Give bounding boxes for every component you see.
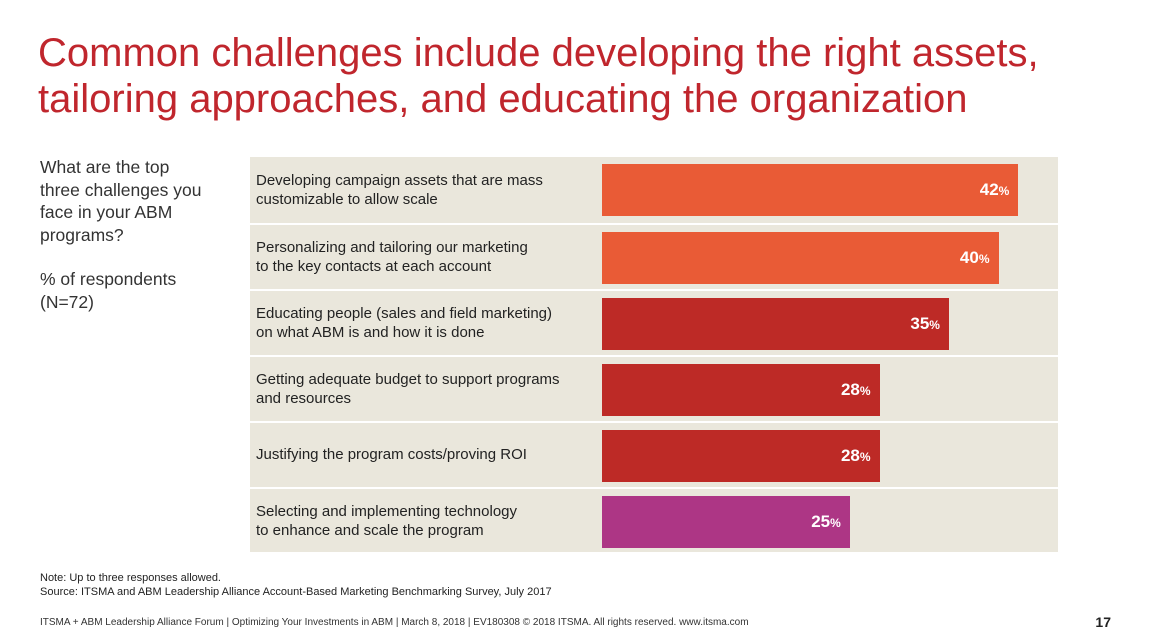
data-label-suffix: %: [929, 318, 940, 332]
question-line: three challenges you: [40, 179, 202, 200]
notes: Note: Up to three responses allowed. Sou…: [40, 572, 552, 599]
respondents-label: % of respondents: [40, 269, 177, 289]
data-label-value: 28: [840, 380, 860, 399]
bar: 25%: [602, 496, 850, 548]
category-label-line: to the key contacts at each account: [256, 258, 492, 275]
category-label-line: Justifying the program costs/proving ROI: [256, 446, 527, 464]
data-label-suffix: %: [998, 184, 1010, 198]
source-text: Source: ITSMA and ABM Leadership Allianc…: [40, 585, 552, 598]
respondents-count: (N=72): [40, 291, 94, 312]
question-line: programs?: [40, 224, 124, 245]
category-label: Personalizing and tailoring our marketin…: [256, 225, 601, 289]
data-label-value: 35: [910, 314, 930, 333]
page-number: 17: [1095, 614, 1111, 630]
question-text: What are the top three challenges you fa…: [40, 156, 235, 313]
category-label-line: on what ABM is and how it is done: [256, 324, 485, 341]
question-line: face in your ABM: [40, 202, 173, 222]
data-label-value: 42: [979, 180, 999, 199]
slide-title: Common challenges include developing the…: [38, 30, 1128, 122]
question-line: What are the top: [40, 157, 170, 177]
category-label: Justifying the program costs/proving ROI: [256, 423, 601, 487]
data-label-value: 28: [840, 446, 860, 465]
data-label: 28%: [841, 430, 871, 482]
note-text: Note: Up to three responses allowed.: [40, 572, 221, 584]
bar: 28%: [602, 364, 880, 416]
category-label: Selecting and implementing technology to …: [256, 489, 601, 553]
data-label-suffix: %: [830, 516, 841, 530]
category-label-line: Getting adequate budget to support progr…: [256, 370, 560, 388]
data-label-suffix: %: [978, 252, 990, 266]
chart-row: Personalizing and tailoring our marketin…: [250, 223, 1058, 289]
category-label: Educating people (sales and field market…: [256, 291, 601, 355]
data-label: 40%: [960, 232, 990, 284]
slide-title-line-2: tailoring approaches, and educating the …: [38, 77, 968, 121]
data-label: 42%: [980, 164, 1010, 216]
data-label: 25%: [811, 496, 841, 548]
data-label: 28%: [841, 364, 871, 416]
category-label-line: Educating people (sales and field market…: [256, 304, 553, 322]
bar: 28%: [602, 430, 880, 482]
category-label-line: Developing campaign assets that are mass: [256, 171, 543, 189]
chart-row: Justifying the program costs/proving ROI…: [250, 421, 1058, 487]
chart-row: Selecting and implementing technology to …: [250, 487, 1058, 553]
data-label-value: 40: [959, 248, 979, 267]
chart-row: Educating people (sales and field market…: [250, 289, 1058, 355]
category-label-line: and resources: [256, 390, 352, 407]
data-label: 35%: [910, 298, 940, 350]
chart-row: Developing campaign assets that are mass…: [250, 157, 1058, 223]
category-label-line: customizable to allow scale: [256, 191, 438, 208]
data-label-suffix: %: [859, 450, 871, 464]
footer-text: ITSMA + ABM Leadership Alliance Forum | …: [40, 617, 749, 628]
slide-title-line-1: Common challenges include developing the…: [38, 31, 1039, 75]
chart-row: Getting adequate budget to support progr…: [250, 355, 1058, 421]
bar-chart: Developing campaign assets that are mass…: [250, 157, 1058, 552]
data-label-value: 25: [811, 512, 831, 531]
bar: 40%: [602, 232, 999, 284]
category-label: Getting adequate budget to support progr…: [256, 357, 601, 421]
bar: 35%: [602, 298, 949, 350]
category-label-line: to enhance and scale the program: [256, 522, 484, 539]
data-label-suffix: %: [859, 384, 871, 398]
category-label-line: Personalizing and tailoring our marketin…: [256, 238, 528, 256]
category-label-line: Selecting and implementing technology: [256, 502, 517, 520]
bar: 42%: [602, 164, 1019, 216]
category-label: Developing campaign assets that are mass…: [256, 157, 601, 223]
